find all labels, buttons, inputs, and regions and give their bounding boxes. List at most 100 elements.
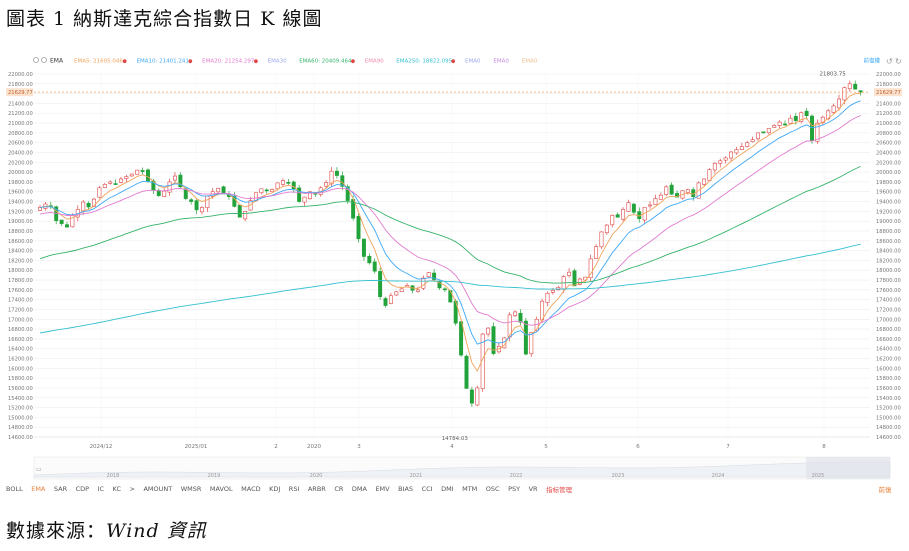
candle-down bbox=[113, 179, 118, 185]
candle-body bbox=[772, 125, 777, 128]
candle-up bbox=[734, 146, 739, 155]
y-tick-left: 19600.00 bbox=[8, 190, 33, 196]
candle-body bbox=[442, 288, 447, 291]
y-tick-left: 18000.00 bbox=[8, 268, 33, 274]
indicator-tab[interactable]: KDJ bbox=[269, 485, 281, 493]
candle-down bbox=[340, 171, 345, 191]
candle-body bbox=[459, 321, 464, 356]
indicator-tab[interactable]: > bbox=[129, 485, 135, 493]
candle-body bbox=[793, 116, 798, 121]
indicator-tab[interactable]: BIAS bbox=[398, 485, 414, 493]
candle-body bbox=[707, 169, 712, 181]
indicator-tab[interactable]: MTM bbox=[462, 485, 478, 493]
indicator-tab[interactable]: ARBR bbox=[307, 485, 326, 493]
indicator-tab[interactable]: PSY bbox=[508, 485, 521, 493]
x-tick-label: 3 bbox=[357, 444, 361, 450]
candle-up bbox=[599, 231, 604, 249]
navigator-year-label: 2024 bbox=[712, 473, 725, 479]
indicator-tab[interactable]: RSI bbox=[288, 485, 300, 493]
navigator-year-label: 2025 bbox=[812, 473, 825, 479]
candle-body bbox=[853, 83, 858, 90]
candle-body bbox=[426, 272, 431, 278]
y-tick-left: 21000.00 bbox=[8, 121, 33, 127]
ma-legend-item: EMA0 bbox=[465, 59, 481, 65]
ma-legend-item: EMA250: 18822.095 bbox=[396, 59, 452, 65]
indicator-tab[interactable]: DMA bbox=[351, 485, 367, 493]
indicator-tab[interactable]: KC bbox=[112, 485, 121, 493]
indicator-tab[interactable]: CDP bbox=[75, 485, 90, 493]
candle-down bbox=[297, 185, 302, 203]
indicator-tab[interactable]: OSC bbox=[485, 485, 500, 493]
indicator-tab[interactable]: VR bbox=[528, 485, 538, 493]
candle-up bbox=[772, 124, 777, 128]
ema-line-ema60 bbox=[39, 165, 861, 284]
candle-body bbox=[108, 181, 113, 184]
indicator-tab[interactable]: 指标管理 bbox=[546, 486, 573, 494]
y-tick-right: 15400.00 bbox=[876, 396, 901, 402]
y-tick-right: 19800.00 bbox=[876, 180, 901, 186]
indicator-tab[interactable]: MAVOL bbox=[209, 485, 233, 493]
candle-body bbox=[685, 189, 690, 193]
indicator-tab[interactable]: SAR bbox=[53, 485, 68, 493]
candle-up bbox=[545, 291, 550, 307]
y-tick-right: 19400.00 bbox=[876, 200, 901, 206]
candle-up bbox=[394, 291, 399, 296]
y-tick-right: 17400.00 bbox=[876, 298, 901, 304]
candle-body bbox=[264, 189, 269, 192]
indicator-name: EMA bbox=[50, 58, 64, 65]
candle-body bbox=[124, 176, 129, 179]
y-tick-left: 16000.00 bbox=[8, 366, 33, 372]
y-tick-right: 17600.00 bbox=[876, 288, 901, 294]
ma-legend-dot: ● bbox=[254, 59, 259, 65]
candle-body bbox=[734, 149, 739, 154]
indicator-tab[interactable]: EMV bbox=[375, 485, 390, 493]
candle-up bbox=[108, 180, 113, 185]
x-tick-label: 2024/12 bbox=[90, 444, 113, 450]
candle-down bbox=[804, 108, 809, 120]
candle-up bbox=[124, 174, 129, 182]
candle-body bbox=[572, 270, 577, 287]
candle-body bbox=[729, 151, 734, 159]
candle-body bbox=[221, 186, 226, 194]
candle-body bbox=[275, 182, 280, 190]
candle-up bbox=[648, 201, 653, 209]
y-tick-right: 15800.00 bbox=[876, 376, 901, 382]
candle-up bbox=[750, 136, 755, 143]
candle-body bbox=[199, 207, 204, 213]
candle-up bbox=[529, 331, 534, 357]
chart-panel[interactable]: EMA EMA5: 21605.046 ● EMA10: 21401.241 ● EMA2… bbox=[6, 44, 904, 496]
extreme-annotation: 21803.75 bbox=[820, 72, 847, 78]
indicator-tab[interactable]: AMOUNT bbox=[143, 485, 173, 493]
candle-up bbox=[664, 185, 669, 196]
adjust-toggle[interactable]: 前復 bbox=[878, 486, 892, 494]
indicator-tab[interactable]: WMSR bbox=[180, 485, 202, 493]
candle-body bbox=[610, 214, 615, 226]
x-tick-label: 4 bbox=[450, 444, 454, 450]
candle-up bbox=[788, 114, 793, 124]
adjust-mode-label: 前復權 bbox=[863, 57, 880, 65]
y-tick-left: 20800.00 bbox=[8, 131, 33, 137]
indicator-tab[interactable]: DMI bbox=[441, 485, 454, 493]
y-tick-right: 20800.00 bbox=[876, 131, 901, 137]
indicator-tab[interactable]: MACD bbox=[241, 485, 261, 493]
candle-body bbox=[205, 195, 210, 208]
indicator-tab[interactable]: BOLL bbox=[6, 485, 23, 493]
indicator-tab[interactable]: EMA bbox=[31, 485, 46, 493]
indicator-tab[interactable]: CR bbox=[334, 485, 344, 493]
y-tick-left: 14800.00 bbox=[8, 425, 33, 431]
y-tick-right: 17800.00 bbox=[876, 278, 901, 284]
x-tick-label: 5 bbox=[544, 444, 548, 450]
candlestick-chart[interactable]: EMA EMA5: 21605.046 ● EMA10: 21401.241 ● EMA2… bbox=[6, 44, 904, 496]
y-tick-right: 17200.00 bbox=[876, 307, 901, 313]
candle-body bbox=[334, 170, 339, 176]
candle-up bbox=[243, 211, 248, 222]
indicator-tab[interactable]: IC bbox=[97, 485, 105, 493]
candle-body bbox=[361, 238, 366, 257]
candle-body bbox=[340, 175, 345, 187]
candle-down bbox=[59, 219, 64, 226]
candle-up bbox=[259, 188, 264, 195]
candle-up bbox=[556, 285, 561, 291]
candle-up bbox=[388, 292, 393, 305]
indicator-tab[interactable]: CCI bbox=[421, 485, 433, 493]
ma-legend-item: EMA30 bbox=[268, 59, 287, 65]
